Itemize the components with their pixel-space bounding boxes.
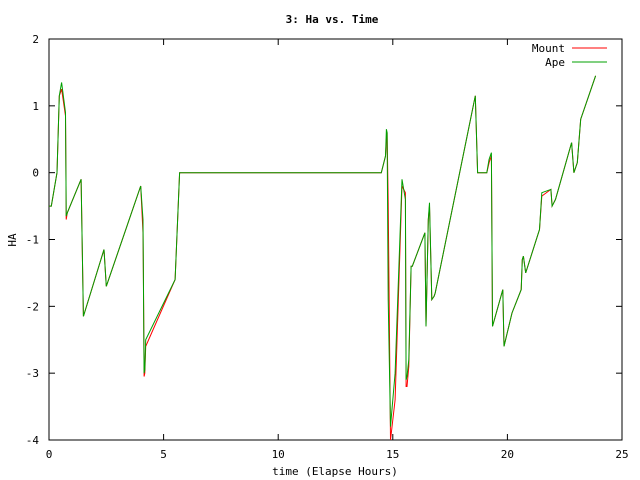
x-tick-label: 5 [160,448,167,461]
y-tick-label: 1 [32,100,39,113]
x-tick-label: 0 [46,448,53,461]
legend-label-ape: Ape [545,56,565,69]
series-line-mount [49,75,597,441]
x-tick-label: 25 [615,448,628,461]
axis-tick-labels: 0 5 10 15 20 25 -4 -3 -2 -1 0 1 2 [26,33,629,461]
legend: Mount Ape [532,42,607,69]
chart-title: 3: Ha vs. Time [286,13,379,26]
y-tick-label: -1 [26,234,39,247]
y-tick-label: 0 [32,167,39,180]
x-axis-label: time (Elapse Hours) [272,465,398,478]
y-tick-label: -2 [26,300,39,313]
y-tick-label: 2 [32,33,39,46]
x-tick-label: 10 [272,448,285,461]
y-tick-label: -4 [26,434,40,447]
y-tick-label: -3 [26,367,39,380]
x-tick-label: 20 [501,448,514,461]
x-tick-label: 15 [386,448,399,461]
legend-label-mount: Mount [532,42,565,55]
y-axis-label: HA [6,233,19,247]
axis-ticks [48,38,623,441]
series-lines [49,75,597,441]
series-line-ape [49,75,597,427]
